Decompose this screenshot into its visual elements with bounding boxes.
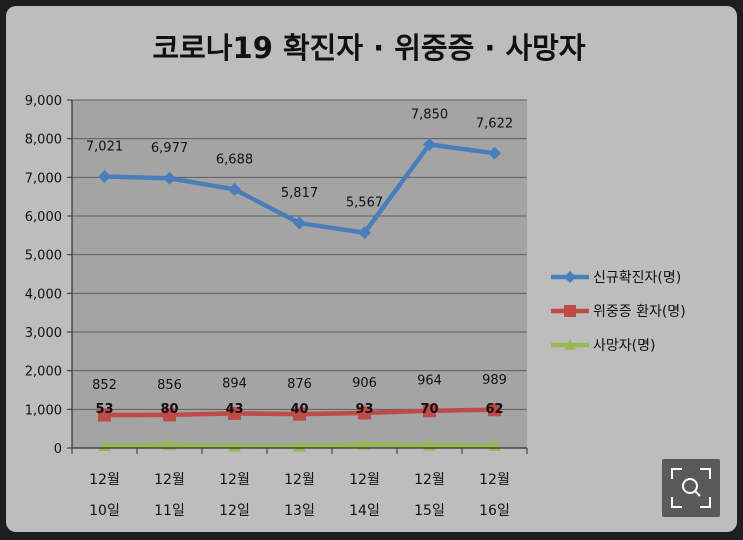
data-point xyxy=(358,406,371,420)
data-label: 70 xyxy=(420,402,438,417)
y-tick-label: 3,000 xyxy=(25,326,62,341)
data-label: 7,622 xyxy=(476,116,513,131)
data-labels: 7,021 6,977 6,688 5,817 5,567 7,850 7,622 852 85… xyxy=(86,107,513,417)
data-label: 80 xyxy=(160,402,178,417)
data-point xyxy=(293,407,306,421)
data-label: 7,021 xyxy=(86,140,123,155)
data-label: 906 xyxy=(352,376,377,391)
data-label: 989 xyxy=(482,373,507,388)
data-label: 856 xyxy=(157,378,182,393)
y-tick-label: 9,000 xyxy=(25,94,62,109)
zoom-expand-icon xyxy=(671,468,711,508)
legend-label: 위중증 환자(명) xyxy=(593,304,686,320)
y-tick-label: 4,000 xyxy=(25,287,62,302)
legend: 신규확진자(명) 위중증 환자(명) 사망자(명) xyxy=(551,270,686,354)
legend-label: 신규확진자(명) xyxy=(593,270,681,286)
plot-area xyxy=(72,100,527,448)
y-tick-label: 6,000 xyxy=(25,210,62,225)
data-label: 43 xyxy=(225,402,243,417)
y-tick-label: 2,000 xyxy=(25,365,62,380)
x-tick-label: 12일 xyxy=(219,503,250,519)
data-point xyxy=(293,216,306,230)
x-tick-label: 12월 xyxy=(154,472,185,488)
data-point xyxy=(228,439,241,452)
data-label: 5,567 xyxy=(346,196,383,211)
data-point xyxy=(564,271,576,283)
data-point xyxy=(564,339,576,350)
data-point xyxy=(293,439,306,452)
data-point xyxy=(98,408,111,422)
data-point xyxy=(358,226,371,240)
data-label: 6,977 xyxy=(151,141,188,156)
y-tick-label: 7,000 xyxy=(25,171,62,186)
gridlines xyxy=(72,99,527,410)
data-point xyxy=(423,404,436,418)
x-tick-label: 13일 xyxy=(284,503,315,519)
x-tick-label: 12월 xyxy=(414,472,445,488)
x-tick-label: 14일 xyxy=(349,503,380,519)
data-point xyxy=(358,437,371,450)
data-point xyxy=(98,170,111,184)
data-point xyxy=(163,171,176,185)
data-label: 93 xyxy=(355,402,373,417)
data-label: 964 xyxy=(417,374,442,389)
data-point xyxy=(228,406,241,420)
data-label: 53 xyxy=(95,402,113,417)
y-tick-label: 0 xyxy=(54,442,62,457)
data-point xyxy=(228,182,241,196)
data-label: 876 xyxy=(287,377,312,392)
y-tick-label: 1,000 xyxy=(25,403,62,418)
x-tick-label: 16일 xyxy=(479,503,510,519)
chart-title: 코로나19 확진자 · 위중증 · 사망자 xyxy=(152,31,585,65)
data-point xyxy=(423,137,436,151)
x-tick-label: 12월 xyxy=(284,472,315,488)
x-tick-label: 10일 xyxy=(89,503,120,519)
x-tick-label: 11일 xyxy=(154,503,185,519)
data-label: 6,688 xyxy=(216,152,253,167)
data-point xyxy=(488,403,501,417)
x-tick-label: 12월 xyxy=(349,472,380,488)
data-label: 5,817 xyxy=(281,186,318,201)
data-point xyxy=(163,438,176,451)
x-tick-label: 15일 xyxy=(414,503,445,519)
legend-label: 사망자(명) xyxy=(593,338,655,354)
data-label: 62 xyxy=(485,402,503,417)
y-tick-label: 5,000 xyxy=(25,249,62,264)
zoom-button[interactable] xyxy=(662,459,720,517)
plot-background xyxy=(72,100,527,448)
data-point xyxy=(488,146,501,160)
x-tick-label: 12월 xyxy=(89,472,120,488)
data-label: 852 xyxy=(92,378,117,393)
data-point xyxy=(564,305,576,317)
y-tick-label: 8,000 xyxy=(25,133,62,148)
axes: 0 1,000 2,000 3,000 4,000 5,000 6,000 7,000 8,00… xyxy=(25,94,528,519)
data-label: 894 xyxy=(222,376,247,391)
x-tick-label: 12월 xyxy=(479,472,510,488)
x-tick-label: 12월 xyxy=(219,472,250,488)
data-point xyxy=(163,408,176,422)
data-label: 7,850 xyxy=(411,107,448,122)
data-label: 40 xyxy=(290,402,308,417)
